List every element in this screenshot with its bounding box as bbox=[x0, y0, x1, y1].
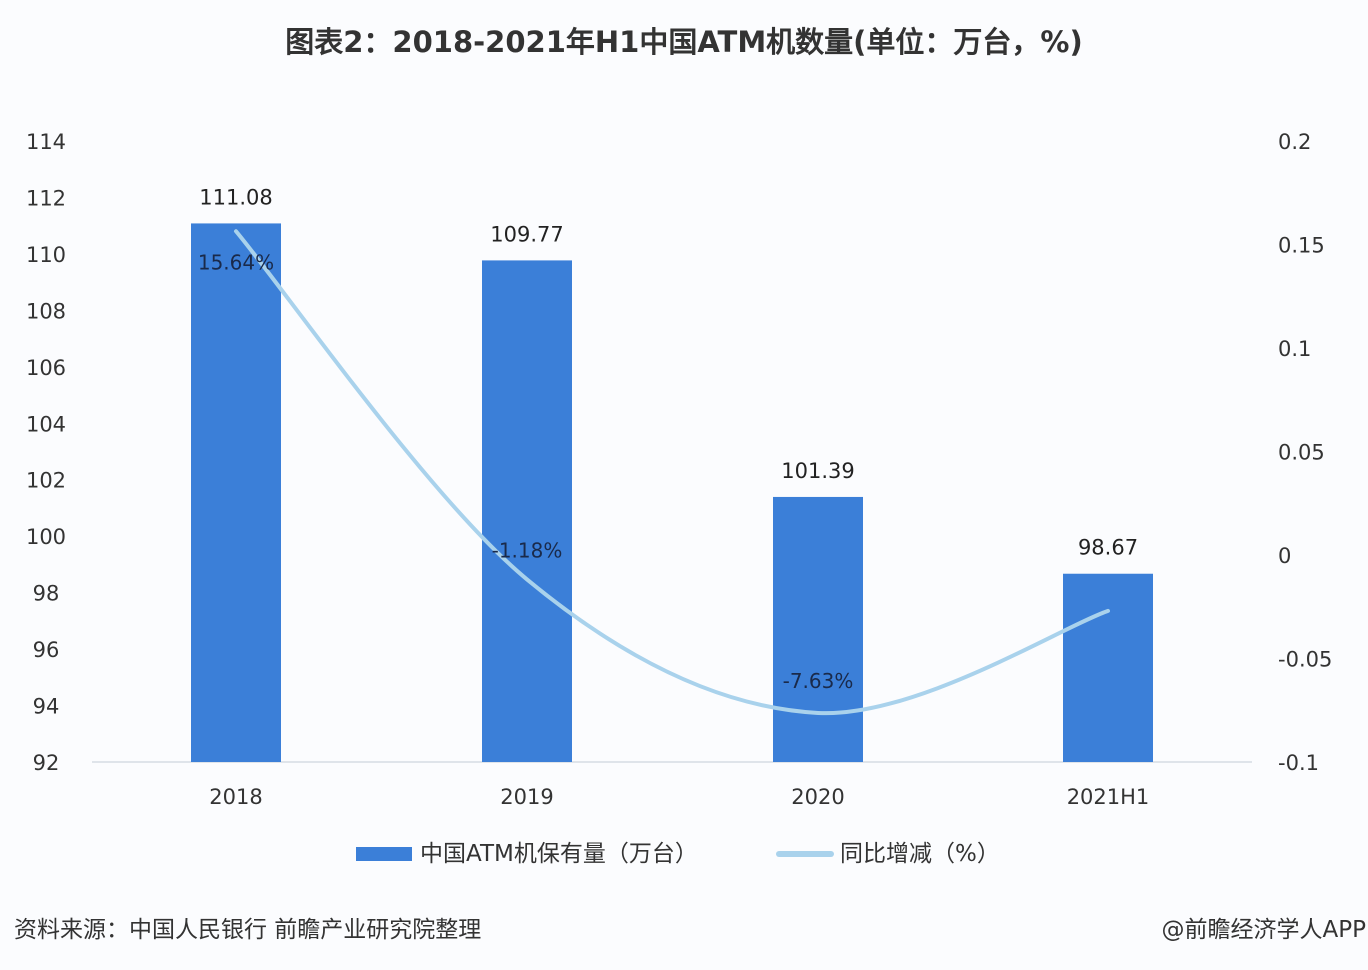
right-axis-tick: 0.1 bbox=[1278, 337, 1311, 361]
x-axis-tick: 2020 bbox=[791, 785, 844, 809]
bar-value-label: 101.39 bbox=[781, 459, 854, 483]
left-axis-tick: 102 bbox=[26, 469, 66, 493]
bars bbox=[191, 223, 1153, 762]
credit: @前瞻经济学人APP bbox=[1162, 917, 1367, 943]
source-note: 资料来源：中国人民银行 前瞻产业研究院整理 bbox=[14, 917, 481, 943]
right-axis-tick: 0 bbox=[1278, 544, 1291, 568]
bar-value-label: 111.08 bbox=[199, 185, 272, 209]
bar bbox=[191, 223, 281, 762]
x-axis-tick: 2018 bbox=[209, 785, 262, 809]
growth-line bbox=[234, 229, 1110, 715]
left-axis-tick: 112 bbox=[26, 186, 66, 210]
right-axis-tick: 0.05 bbox=[1278, 441, 1325, 465]
legend: 中国ATM机保有量（万台） 同比增减（%） bbox=[356, 841, 1000, 867]
left-axis-tick: 110 bbox=[26, 243, 66, 267]
left-axis-tick: 98 bbox=[33, 582, 60, 606]
line-value-label: -7.63% bbox=[783, 669, 854, 693]
left-axis-tick: 104 bbox=[26, 412, 66, 436]
left-axis-tick: 96 bbox=[33, 638, 60, 662]
x-axis-ticks: 2018 2019 2020 2021H1 bbox=[209, 785, 1149, 809]
chart-title: 图表2：2018-2021年H1中国ATM机数量(单位：万台，%) bbox=[285, 25, 1083, 59]
data-labels: 111.08 109.77 101.39 98.67 15.64% -1.18% -7.63… bbox=[198, 185, 1138, 693]
right-axis-tick: -0.1 bbox=[1278, 751, 1319, 775]
legend-line-swatch bbox=[776, 851, 834, 857]
left-axis: 92 94 96 98 100 102 104 106 108 110 112 114 bbox=[26, 130, 66, 775]
line-value-label: -1.18% bbox=[492, 538, 563, 562]
left-axis-tick: 92 bbox=[33, 751, 60, 775]
bar-value-label: 98.67 bbox=[1078, 536, 1138, 560]
x-axis-tick: 2021H1 bbox=[1067, 785, 1150, 809]
legend-bar-label: 中国ATM机保有量（万台） bbox=[420, 841, 698, 867]
bar bbox=[1063, 573, 1153, 762]
left-axis-tick: 94 bbox=[33, 695, 60, 719]
left-axis-tick: 114 bbox=[26, 130, 66, 154]
left-axis-tick: 106 bbox=[26, 356, 66, 380]
left-axis-tick: 100 bbox=[26, 525, 66, 549]
bar-value-label: 109.77 bbox=[490, 222, 563, 246]
growth-line-path bbox=[234, 229, 1110, 715]
right-axis-tick: 0.2 bbox=[1278, 130, 1311, 154]
bar bbox=[773, 496, 863, 762]
legend-line-label: 同比增减（%） bbox=[840, 841, 1000, 867]
legend-bar-swatch bbox=[356, 847, 412, 861]
bar bbox=[482, 260, 572, 762]
right-axis-tick: -0.05 bbox=[1278, 648, 1332, 672]
right-axis: -0.1 -0.05 0 0.05 0.1 0.15 0.2 bbox=[1278, 130, 1332, 775]
line-value-label: 15.64% bbox=[198, 250, 274, 274]
left-axis-tick: 108 bbox=[26, 299, 66, 323]
right-axis-tick: 0.15 bbox=[1278, 234, 1325, 258]
x-axis-tick: 2019 bbox=[500, 785, 553, 809]
